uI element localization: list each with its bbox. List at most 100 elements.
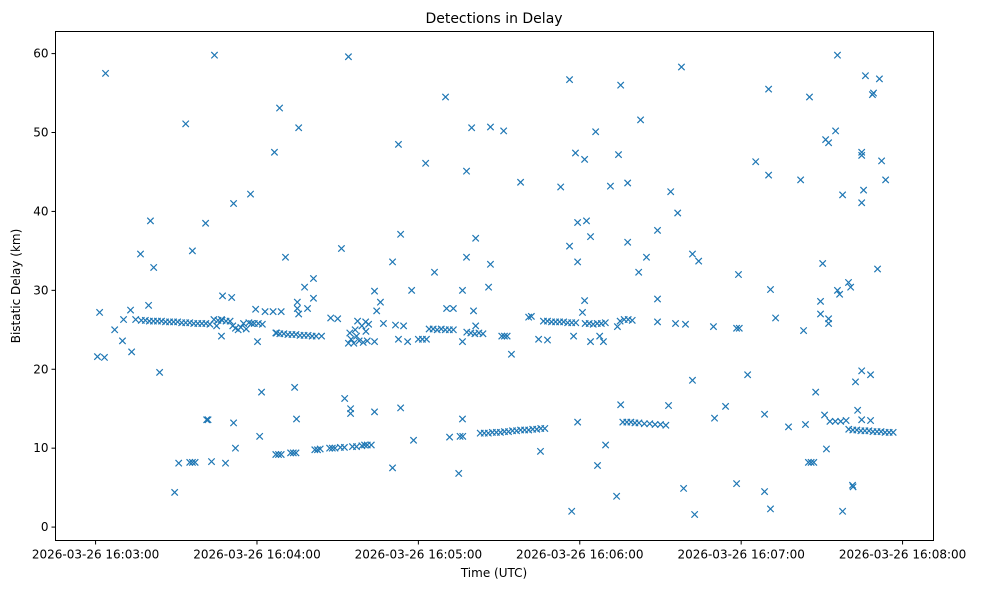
data-point xyxy=(858,148,866,156)
data-point xyxy=(394,335,403,343)
data-point xyxy=(442,304,451,313)
data-point xyxy=(831,417,839,425)
data-point xyxy=(203,416,211,424)
data-point xyxy=(399,322,408,330)
data-point xyxy=(596,332,604,340)
data-point xyxy=(667,188,675,196)
data-point xyxy=(710,414,719,422)
data-point xyxy=(760,487,769,496)
x-tick-label: 2026-03-26 16:07:00 xyxy=(677,548,804,562)
data-point xyxy=(612,492,621,500)
y-axis-label: Bistatic Delay (km) xyxy=(9,229,23,344)
data-point xyxy=(341,394,349,403)
data-point xyxy=(479,330,487,338)
data-point xyxy=(838,191,847,199)
data-point xyxy=(889,428,897,437)
data-point xyxy=(580,155,589,163)
data-point xyxy=(422,159,430,167)
data-point xyxy=(468,124,476,132)
data-point xyxy=(146,217,155,225)
data-point xyxy=(858,199,866,207)
plot-frame xyxy=(55,31,934,541)
data-point xyxy=(662,421,670,429)
data-point xyxy=(126,306,135,314)
data-point xyxy=(861,72,870,80)
data-point xyxy=(303,304,312,313)
data-point xyxy=(679,484,688,493)
data-point xyxy=(270,148,279,156)
data-point xyxy=(801,420,810,429)
data-point xyxy=(858,367,866,375)
data-point xyxy=(213,322,221,330)
data-point xyxy=(771,314,780,322)
data-point xyxy=(358,322,366,330)
data-point xyxy=(317,332,326,340)
data-point xyxy=(858,416,866,424)
x-axis-label: Time (UTC) xyxy=(460,566,527,580)
data-point xyxy=(281,253,290,261)
data-point xyxy=(391,321,400,329)
x-tick-label: 2026-03-26 16:03:00 xyxy=(32,548,159,562)
y-tick-label: 30 xyxy=(33,283,48,297)
data-point xyxy=(346,329,354,337)
data-point xyxy=(403,338,412,346)
data-point xyxy=(458,415,467,423)
data-point xyxy=(593,461,602,470)
x-tick-label: 2026-03-26 16:08:00 xyxy=(839,548,966,562)
data-point xyxy=(188,247,197,255)
data-point xyxy=(228,293,236,302)
data-point xyxy=(766,505,775,513)
data-point xyxy=(854,406,862,414)
data-point xyxy=(269,308,277,316)
data-point xyxy=(826,417,834,425)
data-point xyxy=(408,286,416,294)
data-point xyxy=(111,326,119,334)
y-tick-label: 50 xyxy=(33,126,48,140)
data-point xyxy=(812,388,820,396)
data-point xyxy=(396,404,405,412)
data-point xyxy=(578,308,587,317)
data-point xyxy=(642,253,651,261)
data-point xyxy=(721,402,730,410)
data-point xyxy=(760,410,769,418)
data-point xyxy=(118,337,127,345)
data-point xyxy=(191,458,199,466)
data-point xyxy=(334,315,342,323)
data-point xyxy=(859,186,868,194)
y-tick-label: 0 xyxy=(41,520,49,534)
data-point xyxy=(613,323,622,331)
data-point xyxy=(201,219,210,227)
data-point xyxy=(691,510,699,519)
data-point xyxy=(877,157,886,165)
data-point xyxy=(221,459,230,467)
data-point xyxy=(388,464,397,472)
data-point xyxy=(653,226,662,234)
data-point xyxy=(752,158,760,166)
data-point xyxy=(624,179,632,187)
chart-title: Detections in Delay xyxy=(425,11,562,27)
data-point xyxy=(586,233,595,241)
data-point xyxy=(289,449,297,457)
data-point xyxy=(182,120,190,128)
data-point xyxy=(842,416,850,425)
data-point xyxy=(677,63,686,71)
data-point xyxy=(362,327,370,336)
data-point xyxy=(119,315,128,324)
y-tick-label: 60 xyxy=(33,47,48,61)
data-point xyxy=(376,298,385,306)
data-point xyxy=(370,338,379,346)
data-point xyxy=(582,217,591,225)
data-point xyxy=(628,316,636,324)
data-point xyxy=(360,441,369,449)
data-point xyxy=(565,76,574,84)
data-point xyxy=(592,128,600,136)
data-point xyxy=(606,182,615,190)
data-point xyxy=(671,319,680,328)
data-point xyxy=(486,123,495,131)
data-point xyxy=(286,449,295,457)
data-point xyxy=(456,432,464,440)
data-point xyxy=(541,424,549,433)
data-point xyxy=(229,199,238,208)
